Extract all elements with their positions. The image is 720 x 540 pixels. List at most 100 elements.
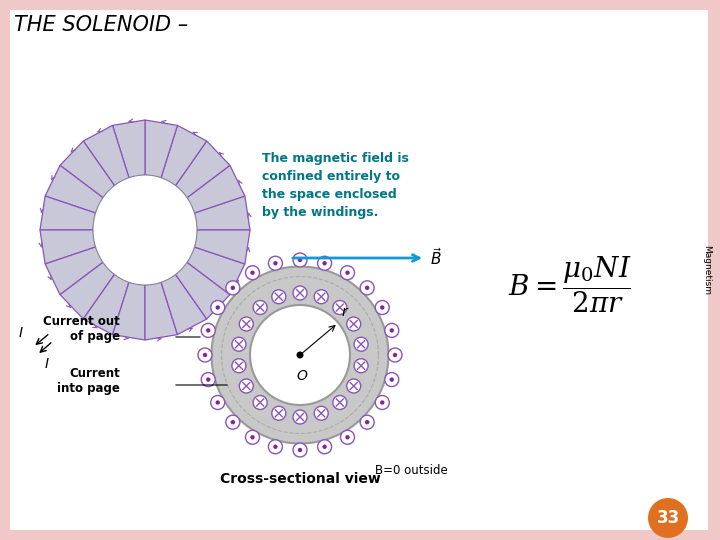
PathPatch shape [112, 282, 145, 340]
Circle shape [380, 305, 384, 310]
Circle shape [298, 448, 302, 452]
Text: Cross-sectional view: Cross-sectional view [220, 472, 380, 486]
Circle shape [293, 443, 307, 457]
Circle shape [293, 253, 307, 267]
Circle shape [198, 348, 212, 362]
Circle shape [273, 261, 278, 266]
Circle shape [226, 281, 240, 295]
Circle shape [201, 323, 215, 338]
Circle shape [318, 256, 332, 270]
Circle shape [314, 406, 328, 420]
Circle shape [341, 266, 354, 280]
Circle shape [323, 444, 327, 449]
Text: 33: 33 [657, 509, 680, 527]
Circle shape [384, 323, 399, 338]
Circle shape [393, 353, 397, 357]
Circle shape [346, 271, 350, 275]
Circle shape [388, 348, 402, 362]
PathPatch shape [161, 274, 207, 335]
Circle shape [206, 377, 210, 382]
Circle shape [360, 415, 374, 429]
Circle shape [314, 290, 328, 303]
Circle shape [239, 317, 253, 331]
Circle shape [273, 444, 278, 449]
PathPatch shape [176, 141, 230, 198]
Circle shape [293, 410, 307, 424]
Circle shape [354, 338, 368, 351]
Circle shape [246, 430, 259, 444]
Circle shape [269, 256, 282, 270]
Circle shape [365, 420, 369, 424]
Circle shape [354, 359, 368, 373]
Circle shape [271, 290, 286, 303]
Text: I: I [19, 326, 23, 340]
PathPatch shape [45, 165, 103, 213]
PathPatch shape [187, 165, 245, 213]
Circle shape [365, 286, 369, 290]
PathPatch shape [60, 141, 114, 198]
Circle shape [230, 286, 235, 290]
Circle shape [298, 258, 302, 262]
PathPatch shape [40, 196, 96, 230]
Circle shape [346, 435, 350, 440]
Text: B=0 outside: B=0 outside [375, 464, 448, 477]
Circle shape [239, 379, 253, 393]
Text: I: I [45, 357, 49, 371]
Circle shape [333, 395, 347, 409]
Circle shape [323, 261, 327, 266]
Circle shape [375, 300, 390, 314]
Circle shape [250, 305, 350, 405]
PathPatch shape [161, 125, 207, 186]
Circle shape [230, 420, 235, 424]
Circle shape [215, 400, 220, 404]
PathPatch shape [40, 230, 96, 264]
Circle shape [206, 328, 210, 333]
FancyBboxPatch shape [10, 10, 708, 530]
Circle shape [253, 395, 267, 409]
Text: r: r [342, 305, 348, 319]
Circle shape [211, 300, 225, 314]
PathPatch shape [84, 125, 129, 186]
Circle shape [211, 395, 225, 409]
Circle shape [232, 359, 246, 373]
Circle shape [390, 377, 394, 382]
Circle shape [384, 373, 399, 387]
Circle shape [297, 352, 304, 359]
Circle shape [341, 430, 354, 444]
Circle shape [201, 373, 215, 387]
PathPatch shape [145, 120, 177, 178]
PathPatch shape [60, 262, 114, 319]
Circle shape [390, 328, 394, 333]
Text: The magnetic field is
confined entirely to
the space enclosed
by the windings.: The magnetic field is confined entirely … [262, 152, 409, 219]
PathPatch shape [84, 274, 129, 335]
Text: O: O [297, 369, 307, 383]
Circle shape [246, 266, 259, 280]
Circle shape [226, 415, 240, 429]
Circle shape [333, 300, 347, 314]
PathPatch shape [194, 230, 250, 264]
Circle shape [648, 498, 688, 538]
Circle shape [212, 267, 389, 443]
Circle shape [253, 300, 267, 314]
Ellipse shape [93, 175, 197, 285]
Circle shape [203, 353, 207, 357]
Circle shape [251, 271, 255, 275]
PathPatch shape [187, 247, 245, 295]
Circle shape [360, 281, 374, 295]
Circle shape [232, 338, 246, 351]
Circle shape [347, 317, 361, 331]
Text: $\vec{B}$: $\vec{B}$ [430, 247, 442, 268]
Circle shape [215, 305, 220, 310]
Text: Current out
of page: Current out of page [43, 315, 120, 343]
PathPatch shape [112, 120, 145, 178]
PathPatch shape [194, 196, 250, 230]
Circle shape [318, 440, 332, 454]
PathPatch shape [176, 262, 230, 319]
Circle shape [293, 286, 307, 300]
Text: $B = \dfrac{\mu_0 NI}{2\pi r}$: $B = \dfrac{\mu_0 NI}{2\pi r}$ [508, 255, 631, 315]
Circle shape [269, 440, 282, 454]
Circle shape [251, 435, 255, 440]
Circle shape [271, 406, 286, 420]
Text: Current
into page: Current into page [57, 367, 120, 395]
Circle shape [347, 379, 361, 393]
